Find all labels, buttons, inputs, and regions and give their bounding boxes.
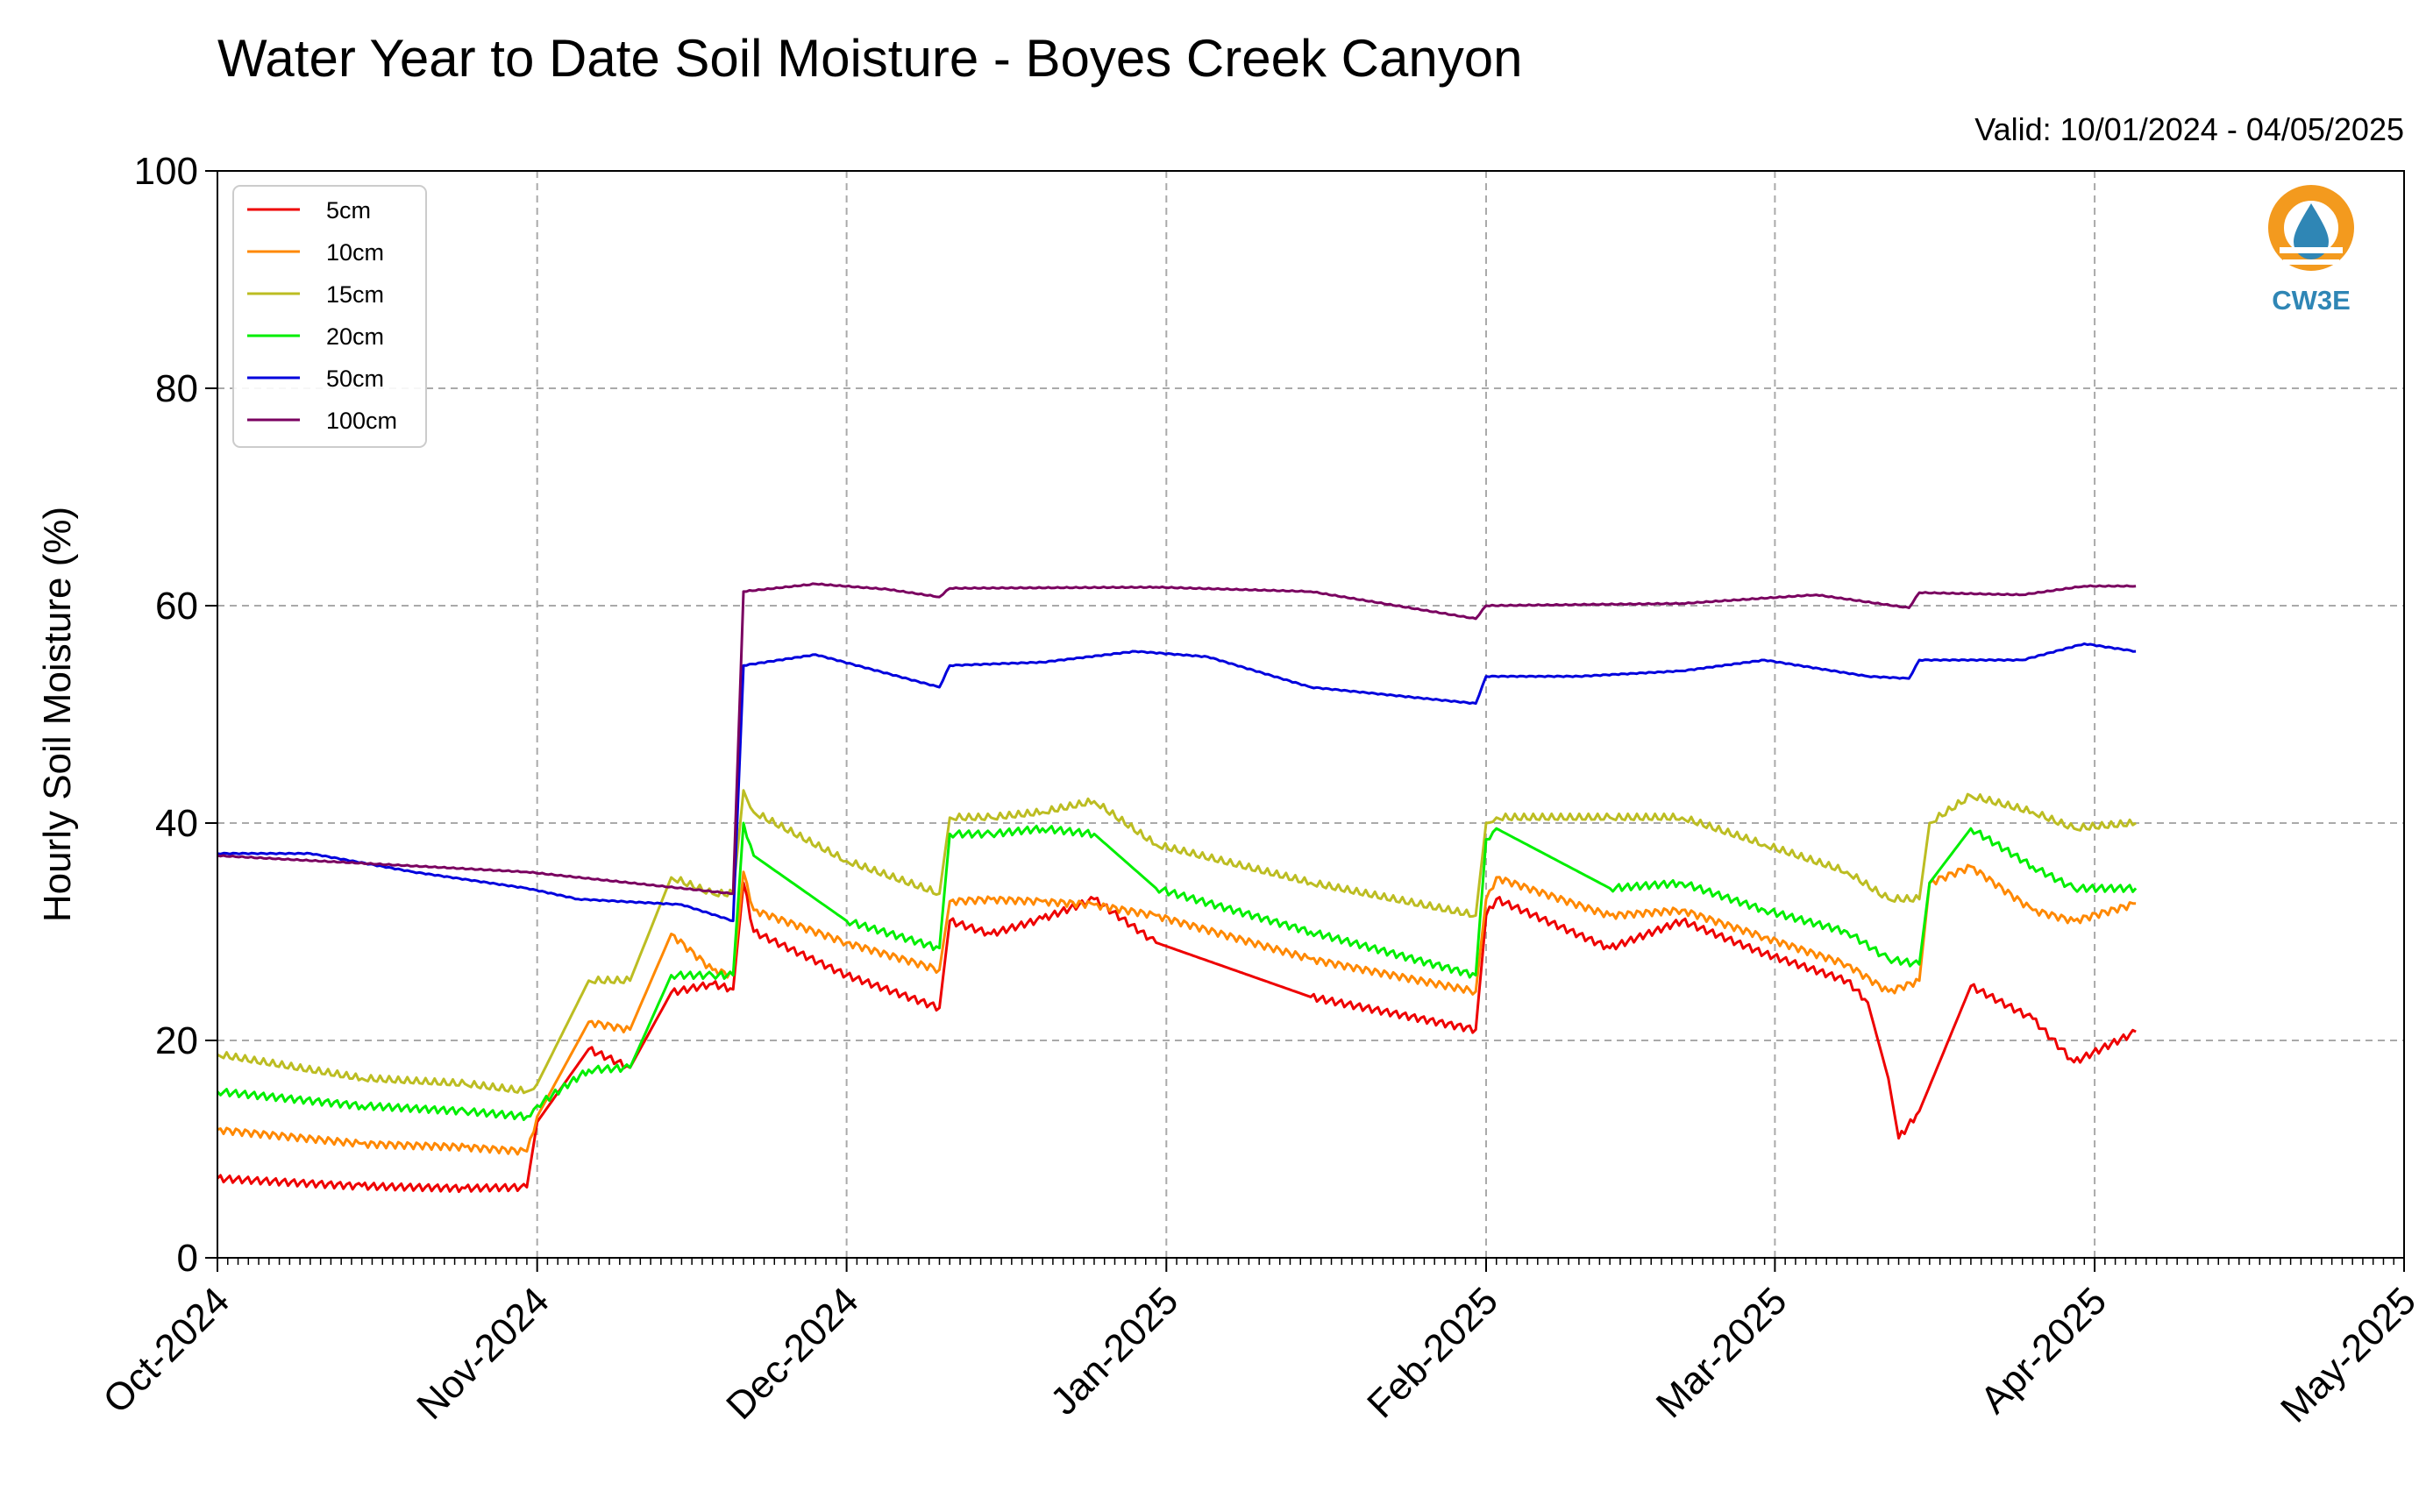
series-line-50cm <box>217 642 2137 923</box>
y-axis-label: Hourly Soil Moisture (%) <box>36 507 79 922</box>
legend-label-15cm: 15cm <box>326 281 384 308</box>
chart-subtitle: Valid: 10/01/2024 - 04/05/2025 <box>1974 111 2404 147</box>
logo-wave-1 <box>2280 247 2343 253</box>
series-line-100cm <box>217 582 2137 896</box>
x-minor-ticks <box>227 1258 2394 1265</box>
legend-label-20cm: 20cm <box>326 323 384 350</box>
x-tick-label: Apr-2025 <box>1973 1279 2116 1422</box>
y-tick-label: 80 <box>155 367 198 410</box>
cw3e-logo: CW3E <box>2268 185 2354 316</box>
legend: 5cm 10cm 15cm 20cm 50cm 100cm <box>232 185 427 448</box>
logo-wave-2 <box>2283 259 2339 265</box>
x-tick-label: Nov-2024 <box>409 1279 558 1428</box>
series-line-20cm <box>216 821 2138 1121</box>
x-tick-label: Feb-2025 <box>1359 1279 1506 1426</box>
y-axis: 0 20 40 60 80 100 <box>134 150 217 1280</box>
series-line-15cm <box>217 789 2137 1095</box>
legend-label-10cm: 10cm <box>326 239 384 266</box>
x-tick-label: Oct-2024 <box>95 1279 238 1422</box>
x-tick-label: May-2025 <box>2273 1279 2424 1430</box>
y-tick-label: 100 <box>134 150 198 193</box>
x-tick-label: Jan-2025 <box>1042 1279 1186 1423</box>
water-drop-icon <box>2294 203 2329 259</box>
series-line-5cm <box>216 881 2137 1194</box>
y-tick-label: 0 <box>177 1237 198 1280</box>
y-tick-label: 60 <box>155 585 198 628</box>
y-tick-label: 20 <box>155 1019 198 1062</box>
x-axis: Oct-2024 Nov-2024 Dec-2024 Jan-2025 Feb-2025… <box>95 1258 2424 1430</box>
legend-label-50cm: 50cm <box>326 366 384 392</box>
legend-label-100cm: 100cm <box>326 408 397 434</box>
legend-label-5cm: 5cm <box>326 197 371 224</box>
x-tick-label: Dec-2024 <box>718 1279 867 1428</box>
series-line-10cm <box>217 863 2137 1156</box>
x-tick-label: Mar-2025 <box>1648 1279 1796 1426</box>
plot-frame <box>217 170 2405 1259</box>
y-tick-label: 40 <box>155 802 198 845</box>
chart-title: Water Year to Date Soil Moisture - Boyes… <box>217 29 1522 88</box>
series-layer <box>216 582 2138 1194</box>
logo-text: CW3E <box>2272 285 2351 316</box>
grid <box>217 171 2404 1258</box>
